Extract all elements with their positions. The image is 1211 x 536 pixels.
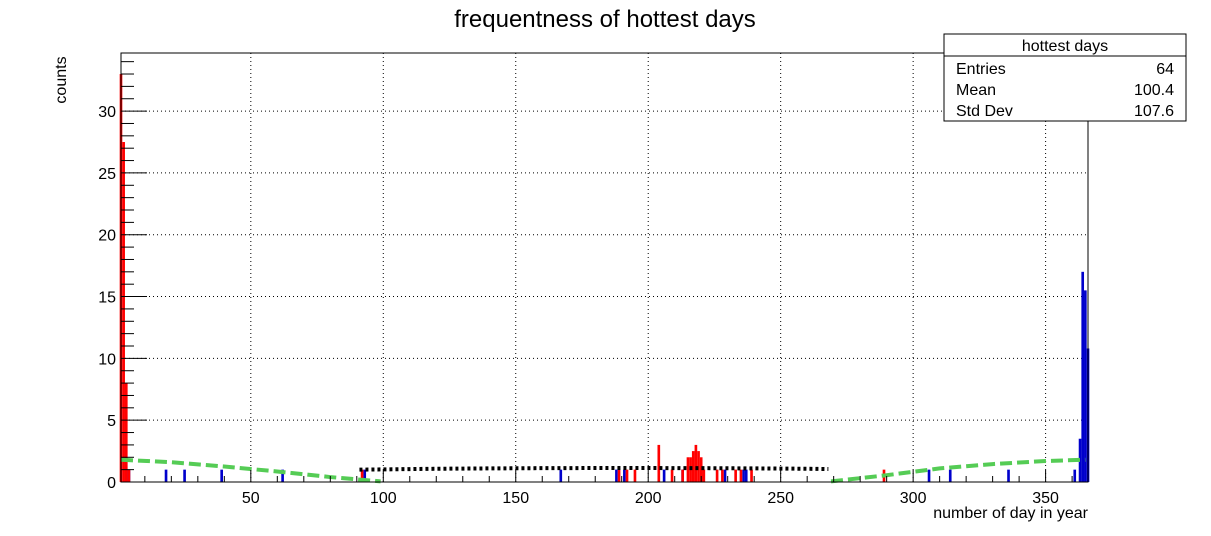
histogram-bar — [220, 469, 223, 482]
histogram-bar — [1078, 438, 1082, 482]
y-axis-title: counts — [53, 56, 70, 103]
stats-stddev-value: 107.6 — [1134, 103, 1174, 120]
x-axis-title: number of day in year — [933, 505, 1088, 522]
histogram-bar — [681, 469, 684, 482]
histogram-bar — [164, 469, 168, 482]
histogram-bar — [662, 469, 666, 482]
stats-entries-value: 64 — [1156, 61, 1174, 78]
stats-mean-label: Mean — [956, 82, 996, 99]
histogram-bar — [948, 469, 952, 482]
grid-lines — [121, 53, 1088, 482]
histogram-bar — [1084, 290, 1087, 482]
fit-curve — [120, 457, 381, 484]
fit-curve — [830, 457, 1086, 484]
histogram-bar — [686, 457, 690, 482]
histogram-bar — [702, 469, 706, 482]
histogram-bar — [721, 469, 724, 482]
histogram-bar — [715, 469, 719, 482]
histogram-bar — [122, 142, 125, 482]
x-tick-labels: 50 100 150 200 250 300 350 — [242, 490, 1059, 507]
histogram-bar — [281, 469, 284, 482]
fit-curve — [359, 466, 829, 472]
histogram-bar — [750, 469, 753, 482]
histogram-bar — [697, 451, 700, 482]
y-tick-label: 0 — [107, 475, 116, 492]
stats-stddev-label: Std Dev — [956, 103, 1013, 120]
histogram-bar — [723, 469, 727, 482]
y-tick-label: 5 — [107, 413, 116, 430]
x-tick-label: 200 — [635, 490, 662, 507]
chart-title: frequentness of hottest days — [454, 6, 756, 33]
histogram-bar — [360, 469, 364, 482]
y-tick-label: 15 — [98, 290, 116, 307]
fit-curves — [120, 457, 1086, 484]
histogram-bar — [617, 469, 621, 482]
histogram-bar — [625, 469, 629, 482]
histogram-bar — [657, 444, 661, 482]
histogram-bar — [699, 457, 703, 482]
y-tick-label: 30 — [98, 104, 116, 121]
y-tick-label: 20 — [98, 228, 116, 245]
stats-box-title: hottest days — [1022, 38, 1108, 55]
histogram-bar — [742, 469, 745, 482]
histogram-bar — [127, 469, 131, 482]
histogram-bar — [559, 469, 563, 482]
histogram-bar — [744, 469, 748, 482]
plot-frame — [120, 52, 1089, 483]
x-tick-label: 250 — [767, 490, 794, 507]
y-tick-labels: 0 5 10 15 20 25 30 — [98, 104, 116, 492]
histogram-bar — [183, 469, 186, 482]
histogram-bar — [1081, 271, 1085, 482]
x-tick-label: 350 — [1032, 490, 1059, 507]
x-tick-label: 100 — [370, 490, 397, 507]
histogram-bar — [1007, 469, 1010, 482]
histogram-bar — [694, 444, 698, 482]
x-tick-label: 300 — [900, 490, 927, 507]
x-tick-label: 50 — [242, 490, 260, 507]
stats-box: hottest days Entries 64 Mean 100.4 Std D… — [943, 33, 1187, 122]
histogram-bar — [739, 469, 743, 482]
histogram-bar — [633, 469, 637, 482]
axis-ticks — [121, 61, 1073, 483]
stats-entries-label: Entries — [956, 61, 1006, 78]
histogram-bar — [623, 469, 626, 482]
y-tick-label: 25 — [98, 166, 116, 183]
histogram-bar — [691, 451, 695, 482]
histogram-bar — [927, 469, 931, 482]
stats-mean-value: 100.4 — [1134, 82, 1174, 99]
histogram-bar — [734, 469, 737, 482]
histogram-bar — [363, 469, 367, 482]
histogram-bar — [670, 469, 674, 482]
x-tick-label: 150 — [502, 490, 529, 507]
histogram-bar — [1073, 469, 1077, 482]
bars — [119, 74, 1090, 483]
histogram-bar — [615, 469, 618, 482]
stats-box-frame — [943, 33, 1187, 122]
y-tick-label: 10 — [98, 351, 116, 368]
